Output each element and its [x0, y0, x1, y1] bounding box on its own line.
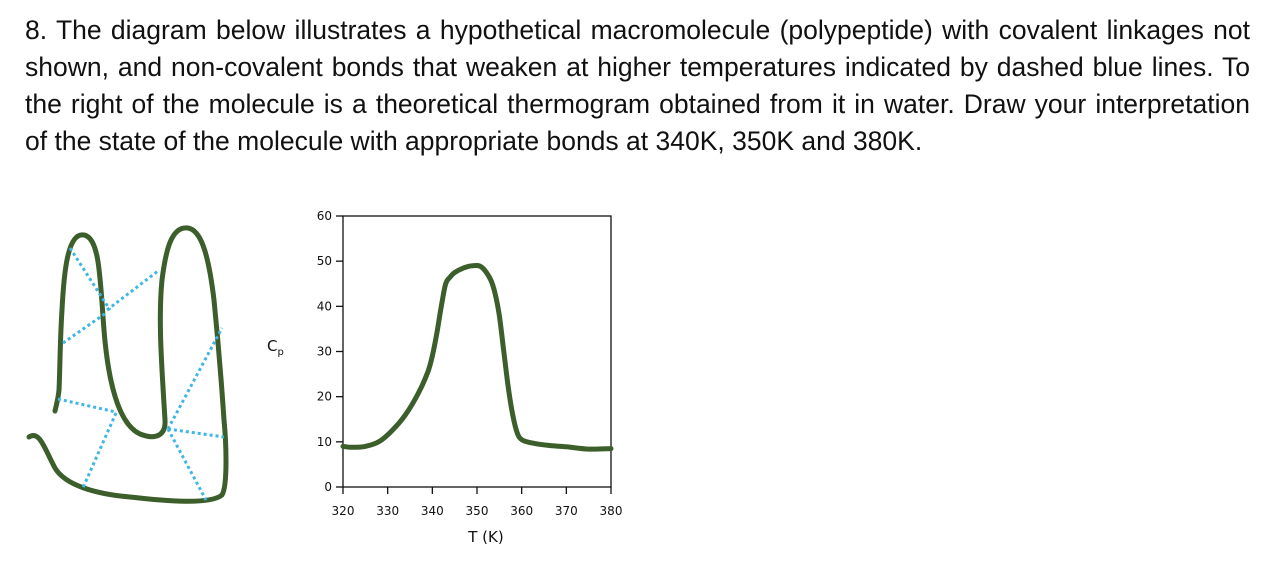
y-tick-label: 50: [317, 254, 332, 268]
y-tick-label: 10: [317, 435, 332, 449]
y-axis: 0 10 20 30 40 50 60: [317, 209, 343, 494]
y-tick-label: 30: [317, 345, 332, 359]
question-text: 8. The diagram below illustrates a hypot…: [25, 15, 1250, 156]
x-tick-label: 320: [332, 504, 355, 518]
noncovalent-bond: [57, 397, 117, 414]
noncovalent-bond: [62, 311, 107, 345]
x-axis: 320 330 340 350 360 370 380: [332, 487, 623, 518]
noncovalent-bonds: [57, 247, 225, 501]
noncovalent-bond: [166, 327, 224, 430]
y-tick-label: 20: [317, 390, 332, 404]
x-axis-label: T (K): [467, 528, 503, 546]
thermogram-chart: Cp 0 10 20 30 40 50 60 320 330 340 350 360 370 380 T…: [267, 209, 622, 546]
y-tick-label: 0: [324, 480, 332, 494]
y-axis-label: Cp: [267, 337, 284, 358]
y-tick-label: 60: [317, 209, 332, 223]
x-tick-label: 380: [600, 504, 623, 518]
noncovalent-bond: [106, 269, 159, 312]
x-tick-label: 370: [555, 504, 578, 518]
x-tick-label: 350: [466, 504, 489, 518]
x-tick-label: 360: [510, 504, 533, 518]
noncovalent-bond: [68, 247, 112, 311]
noncovalent-bond: [166, 428, 208, 501]
y-tick-label: 40: [317, 299, 332, 313]
noncovalent-bond: [80, 412, 118, 491]
noncovalent-bond: [167, 427, 225, 439]
polypeptide-backbone: [26, 225, 229, 504]
x-tick-label: 340: [421, 504, 444, 518]
polypeptide-diagram: [26, 225, 229, 504]
x-tick-label: 330: [376, 504, 399, 518]
thermogram-curve: [340, 262, 614, 452]
